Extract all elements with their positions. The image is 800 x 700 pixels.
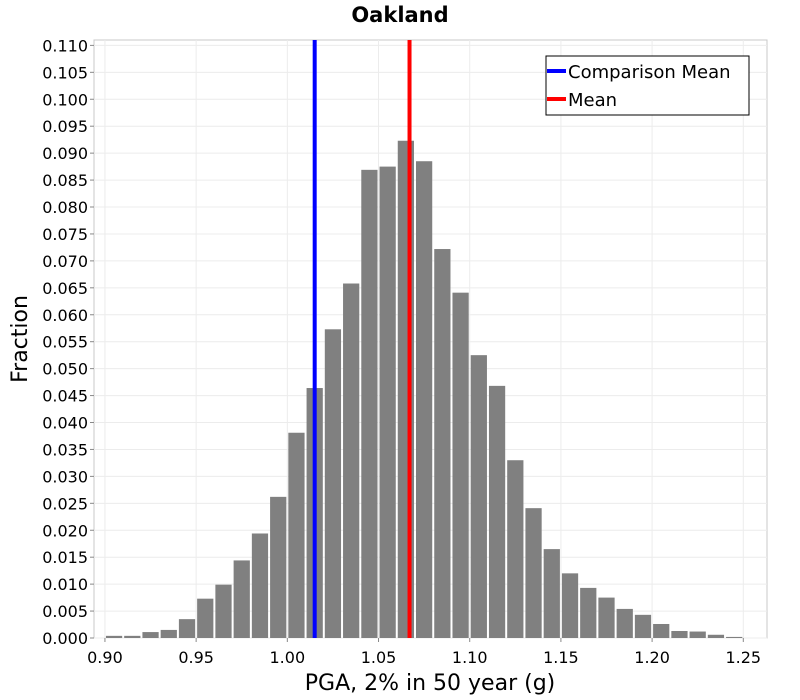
histogram-bar (142, 632, 159, 638)
histogram-bar (488, 385, 506, 638)
histogram-bar (543, 549, 560, 638)
y-tick-label: 0.005 (42, 602, 88, 621)
x-axis-ticks: 0.90 0.95 1.00 1.05 1.10 1.15 1.20 1.25 (87, 638, 761, 667)
histogram-bar (343, 283, 360, 638)
histogram-bar (124, 635, 141, 638)
x-axis-label: PGA, 2% in 50 year (g) (305, 671, 556, 696)
legend-box (545, 55, 750, 116)
y-tick-label: 0.090 (42, 144, 88, 163)
histogram-bar (561, 573, 579, 638)
y-tick-label: 0.030 (42, 467, 88, 486)
histogram-bar (653, 623, 670, 638)
histogram-bar (415, 161, 433, 638)
x-tick-label: 0.90 (87, 648, 123, 667)
x-tick-label: 1.25 (725, 648, 761, 667)
histogram-bar (452, 292, 469, 638)
histogram-bar (507, 460, 524, 638)
y-tick-label: 0.080 (42, 198, 88, 217)
histogram-bar (397, 140, 414, 638)
histogram-bar (598, 597, 615, 638)
y-tick-label: 0.015 (42, 548, 88, 567)
histogram-bar (525, 508, 542, 638)
y-tick-label: 0.105 (42, 63, 88, 82)
histogram-bar (707, 634, 725, 638)
x-tick-label: 1.05 (361, 648, 397, 667)
y-tick-label: 0.055 (42, 333, 88, 352)
y-tick-label: 0.000 (42, 629, 88, 648)
y-tick-label: 0.050 (42, 360, 88, 379)
histogram-bar (689, 631, 706, 638)
y-tick-label: 0.070 (42, 252, 88, 271)
histogram-bar (434, 249, 451, 638)
y-axis-label: Fraction (8, 295, 33, 383)
histogram-bar (634, 614, 652, 638)
legend-label-mean: Mean (568, 90, 617, 111)
mean-lines (312, 40, 412, 638)
y-tick-label: 0.075 (42, 225, 88, 244)
x-tick-label: 1.10 (452, 648, 488, 667)
histogram-bar (105, 635, 123, 638)
histogram-bar (233, 560, 250, 638)
y-tick-label: 0.010 (42, 575, 88, 594)
y-tick-label: 0.025 (42, 494, 88, 513)
legend: Comparison Mean Mean (545, 55, 750, 116)
legend-label-comparison-mean: Comparison Mean (568, 62, 731, 83)
y-tick-label: 0.095 (42, 117, 88, 136)
x-tick-label: 1.20 (634, 648, 670, 667)
x-tick-label: 1.15 (543, 648, 579, 667)
histogram-bar (215, 584, 232, 638)
x-tick-label: 0.95 (178, 648, 214, 667)
histogram-bar (288, 432, 305, 638)
histogram-bars (105, 140, 743, 638)
histogram-bar (251, 533, 269, 638)
y-tick-label: 0.110 (42, 36, 88, 55)
histogram-bar (197, 598, 214, 638)
y-tick-label: 0.065 (42, 279, 88, 298)
y-tick-label: 0.035 (42, 440, 88, 459)
y-tick-label: 0.085 (42, 171, 88, 190)
y-axis-ticks: 0.000 0.005 0.010 0.015 0.020 0.025 0.030 0.035… (42, 36, 94, 648)
histogram-bar (580, 587, 597, 638)
histogram-bar (178, 619, 196, 638)
histogram-bar (324, 329, 342, 638)
histogram-bar (270, 496, 287, 638)
y-tick-label: 0.040 (42, 414, 88, 433)
histogram-bar (470, 355, 487, 638)
y-tick-label: 0.060 (42, 306, 88, 325)
histogram-bar (671, 630, 688, 638)
histogram-bar (379, 166, 396, 638)
y-tick-label: 0.020 (42, 521, 88, 540)
histogram-bar (160, 629, 177, 638)
chart-title: Oakland (351, 3, 448, 27)
histogram-bar (616, 608, 633, 638)
y-tick-label: 0.100 (42, 90, 88, 109)
x-tick-label: 1.00 (270, 648, 306, 667)
histogram-bar (726, 636, 743, 638)
histogram-bar (361, 169, 378, 638)
y-tick-label: 0.045 (42, 387, 88, 406)
